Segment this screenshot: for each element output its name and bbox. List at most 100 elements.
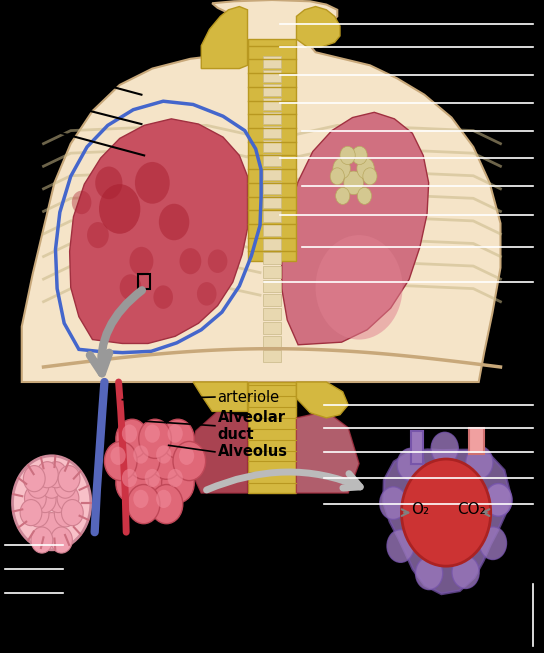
Circle shape: [54, 501, 76, 527]
Polygon shape: [263, 126, 281, 138]
Circle shape: [159, 204, 189, 240]
Polygon shape: [263, 168, 281, 180]
Circle shape: [344, 171, 363, 195]
Circle shape: [145, 469, 160, 487]
Circle shape: [54, 472, 76, 498]
Circle shape: [173, 441, 206, 481]
Polygon shape: [263, 196, 281, 208]
Circle shape: [197, 282, 217, 306]
Circle shape: [116, 419, 149, 458]
Circle shape: [208, 249, 227, 273]
Polygon shape: [70, 119, 248, 343]
Bar: [138, 274, 150, 289]
Circle shape: [120, 274, 141, 300]
Circle shape: [129, 247, 153, 276]
Polygon shape: [296, 382, 348, 418]
Circle shape: [336, 187, 350, 204]
Circle shape: [162, 464, 194, 503]
Polygon shape: [263, 350, 281, 362]
Circle shape: [180, 248, 201, 274]
Circle shape: [179, 447, 194, 465]
Circle shape: [401, 459, 491, 566]
Polygon shape: [263, 210, 281, 222]
Circle shape: [116, 464, 149, 503]
Circle shape: [36, 462, 58, 488]
Polygon shape: [263, 266, 281, 278]
Polygon shape: [263, 280, 281, 292]
Polygon shape: [384, 450, 509, 594]
Circle shape: [47, 486, 69, 513]
Polygon shape: [263, 308, 281, 320]
Circle shape: [95, 167, 122, 199]
Circle shape: [127, 440, 160, 479]
Circle shape: [87, 222, 109, 248]
Circle shape: [58, 466, 80, 492]
Circle shape: [485, 484, 512, 517]
Polygon shape: [248, 39, 296, 261]
Polygon shape: [263, 224, 281, 236]
Circle shape: [139, 464, 171, 503]
Circle shape: [156, 445, 171, 464]
Circle shape: [479, 527, 506, 560]
Circle shape: [45, 462, 67, 488]
Circle shape: [135, 162, 170, 204]
Circle shape: [104, 441, 137, 481]
Polygon shape: [22, 0, 500, 382]
Polygon shape: [263, 70, 281, 82]
Circle shape: [150, 440, 183, 479]
Text: Alveolar
duct: Alveolar duct: [218, 409, 286, 442]
Circle shape: [122, 424, 137, 443]
Circle shape: [61, 500, 83, 526]
Circle shape: [316, 235, 403, 340]
Polygon shape: [263, 252, 281, 264]
Circle shape: [357, 187, 372, 204]
Circle shape: [145, 424, 160, 443]
Polygon shape: [263, 294, 281, 306]
Polygon shape: [193, 382, 248, 411]
Circle shape: [57, 485, 79, 511]
Circle shape: [41, 513, 63, 539]
Polygon shape: [263, 84, 281, 96]
Circle shape: [27, 501, 49, 527]
Circle shape: [397, 449, 424, 481]
Circle shape: [110, 447, 126, 465]
Text: arteriole: arteriole: [218, 390, 280, 404]
Text: CO₂: CO₂: [457, 502, 486, 517]
Text: Alveolus: Alveolus: [218, 445, 288, 459]
Polygon shape: [263, 336, 281, 348]
Polygon shape: [188, 411, 248, 493]
Polygon shape: [263, 98, 281, 110]
Polygon shape: [282, 112, 429, 345]
Circle shape: [133, 490, 149, 508]
Circle shape: [153, 285, 173, 309]
Circle shape: [380, 486, 407, 519]
Circle shape: [150, 485, 183, 524]
Polygon shape: [263, 112, 281, 124]
Circle shape: [162, 419, 194, 458]
Circle shape: [20, 500, 42, 526]
Circle shape: [363, 168, 377, 185]
Circle shape: [168, 469, 183, 487]
Polygon shape: [248, 382, 296, 493]
Circle shape: [23, 466, 45, 492]
Circle shape: [34, 486, 56, 513]
Polygon shape: [263, 56, 281, 68]
Circle shape: [333, 158, 350, 179]
Circle shape: [122, 469, 137, 487]
Polygon shape: [263, 238, 281, 250]
Circle shape: [485, 484, 512, 517]
Circle shape: [133, 445, 149, 464]
Polygon shape: [263, 154, 281, 166]
Circle shape: [340, 146, 355, 165]
Polygon shape: [263, 182, 281, 194]
Polygon shape: [263, 140, 281, 152]
Circle shape: [416, 557, 443, 590]
Circle shape: [51, 527, 72, 553]
Circle shape: [31, 527, 53, 553]
Circle shape: [72, 191, 91, 214]
Circle shape: [357, 158, 374, 179]
Circle shape: [41, 472, 63, 498]
Circle shape: [452, 556, 479, 588]
Circle shape: [168, 424, 183, 443]
Polygon shape: [263, 322, 281, 334]
